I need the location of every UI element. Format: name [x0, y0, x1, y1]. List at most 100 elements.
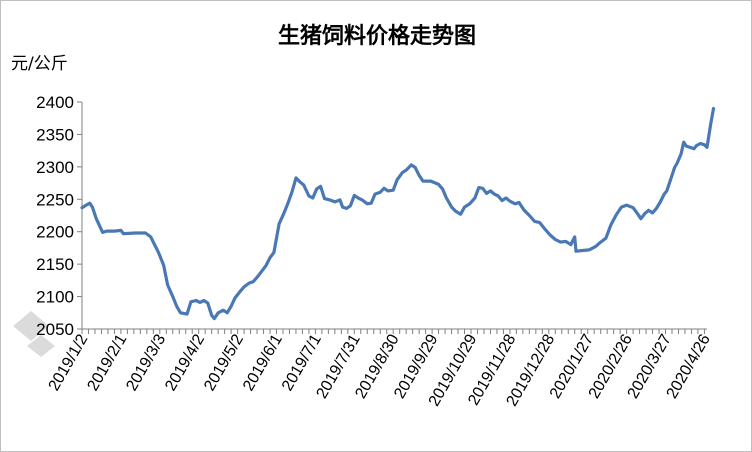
data-point	[706, 146, 708, 149]
data-point	[655, 207, 658, 210]
data-point	[659, 201, 662, 203]
data-point	[549, 234, 551, 236]
data-point	[418, 174, 420, 177]
data-point	[291, 190, 293, 193]
series-layer	[80, 106, 716, 321]
y-tick-label: 2050	[36, 320, 74, 339]
y-tick-label: 2350	[36, 125, 74, 144]
data-point	[199, 301, 201, 304]
data-point	[105, 230, 108, 232]
data-point	[86, 203, 88, 206]
data-point	[405, 169, 408, 171]
y-tick-label: 2300	[36, 158, 74, 177]
data-point	[605, 237, 607, 239]
data-point	[514, 203, 516, 205]
data-point	[230, 305, 232, 308]
data-point	[666, 190, 668, 192]
data-point	[528, 214, 531, 217]
data-point	[396, 179, 398, 181]
data-point	[588, 249, 590, 251]
x-axis: 2019/1/22019/2/12019/3/32019/4/22019/5/2…	[46, 328, 714, 409]
data-point	[437, 183, 440, 186]
data-point	[213, 317, 216, 320]
data-point	[357, 197, 360, 199]
data-point	[134, 232, 136, 234]
data-point	[489, 190, 492, 192]
data-point	[445, 197, 448, 199]
data-point	[430, 180, 432, 182]
data-point	[450, 206, 453, 208]
data-point	[345, 207, 348, 210]
data-point	[226, 312, 228, 314]
y-tick-label: 2100	[36, 288, 74, 307]
data-point	[570, 243, 572, 246]
data-point	[663, 193, 665, 195]
data-point	[243, 286, 245, 288]
data-point	[203, 299, 205, 302]
data-point	[387, 190, 389, 192]
data-point	[179, 312, 182, 314]
data-point	[144, 232, 147, 234]
data-point	[149, 236, 152, 238]
data-point	[712, 107, 715, 110]
data-point	[239, 290, 241, 293]
data-point	[91, 206, 94, 208]
data-point	[153, 243, 156, 246]
data-point	[474, 197, 476, 199]
data-point	[379, 191, 382, 193]
series-line	[80, 106, 716, 321]
data-point	[366, 203, 369, 205]
data-point	[195, 299, 197, 302]
data-point	[157, 251, 160, 254]
data-point	[610, 223, 612, 226]
y-tick-label: 2200	[36, 223, 74, 242]
data-point	[283, 211, 286, 214]
data-point	[217, 312, 219, 314]
data-point	[257, 275, 260, 277]
data-point	[172, 295, 174, 298]
data-point	[703, 144, 706, 146]
y-tick-label: 2250	[36, 190, 74, 209]
data-point	[210, 314, 213, 317]
data-point	[651, 212, 654, 214]
data-point	[625, 204, 628, 206]
data-point	[349, 205, 352, 207]
data-point	[162, 264, 165, 267]
data-point	[383, 187, 385, 190]
data-point	[505, 197, 507, 199]
data-point	[676, 162, 678, 164]
data-point	[501, 199, 503, 202]
data-point	[485, 192, 488, 195]
data-point	[328, 199, 331, 201]
data-point	[252, 280, 254, 283]
data-point	[454, 210, 457, 212]
data-point	[101, 231, 104, 234]
data-point	[575, 250, 577, 252]
data-point	[341, 206, 344, 208]
data-point	[441, 188, 444, 190]
y-tick-label: 2400	[36, 93, 74, 112]
data-point	[632, 206, 634, 209]
data-point	[374, 193, 376, 195]
data-point	[339, 199, 341, 201]
data-point	[478, 186, 480, 189]
data-point	[175, 305, 178, 308]
y-tick-label: 2150	[36, 255, 74, 274]
data-point	[685, 145, 688, 147]
data-point	[581, 249, 584, 252]
data-point	[299, 181, 301, 183]
data-point	[544, 228, 546, 230]
data-point	[689, 146, 691, 149]
data-point	[559, 241, 562, 243]
data-point	[261, 269, 264, 272]
data-point	[312, 197, 314, 199]
data-point	[265, 264, 267, 267]
data-point	[302, 184, 305, 186]
data-point	[673, 166, 676, 169]
data-point	[468, 203, 471, 205]
data-point	[361, 199, 363, 201]
data-point	[370, 202, 373, 204]
data-point	[95, 217, 98, 220]
watermark-logo	[13, 311, 55, 357]
